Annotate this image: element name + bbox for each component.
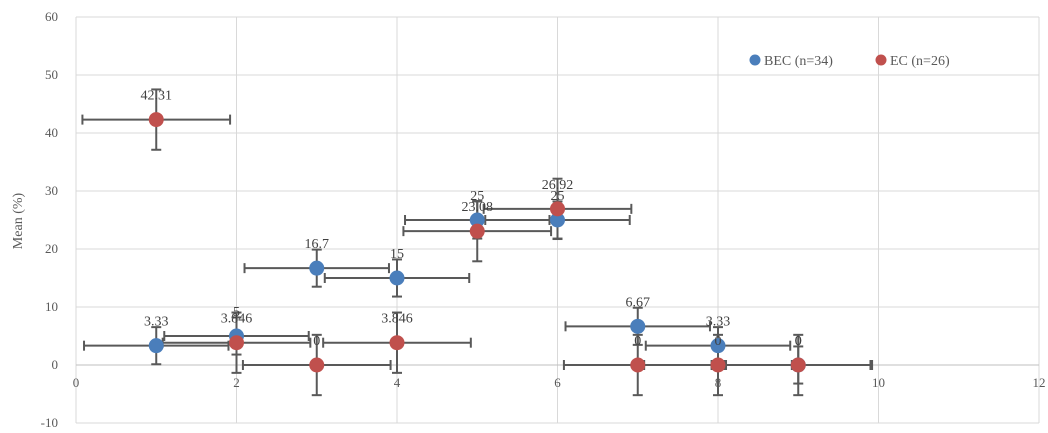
data-label: 25 xyxy=(551,189,565,204)
data-point xyxy=(550,201,565,217)
data-point xyxy=(309,260,325,276)
y-tick-label: 50 xyxy=(45,67,58,82)
y-tick-label: 0 xyxy=(52,357,59,372)
legend: BEC (n=34) EC (n=26) xyxy=(749,54,950,69)
legend-marker xyxy=(875,54,887,66)
data-label: 0 xyxy=(634,334,641,349)
data-label: 26.92 xyxy=(542,178,574,193)
data-label: 3.846 xyxy=(381,312,413,327)
data-label: 0 xyxy=(795,334,802,349)
data-label: 3.33 xyxy=(706,315,731,330)
data-point xyxy=(790,357,806,373)
data-label: 0 xyxy=(715,334,722,349)
data-label: 3.846 xyxy=(221,312,253,327)
y-axis-title: Mean (%) xyxy=(11,192,26,249)
y-tick-label: 20 xyxy=(45,241,58,256)
y-tick-label: 60 xyxy=(45,9,58,24)
x-tick-label: 4 xyxy=(394,375,401,390)
y-axis-tick-labels: -10 0 10 20 30 40 50 60 xyxy=(41,9,58,430)
x-tick-label: 6 xyxy=(554,375,561,390)
data-point xyxy=(148,112,164,128)
data-point xyxy=(630,318,646,334)
x-axis-tick-labels: 024681012 xyxy=(73,375,1046,390)
data-point xyxy=(309,357,325,373)
x-tick-label: 2 xyxy=(233,375,240,390)
data-point xyxy=(229,335,244,351)
data-label: 42.31 xyxy=(141,89,173,104)
data-point xyxy=(389,270,405,286)
x-tick-label: 12 xyxy=(1033,375,1046,390)
x-tick-label: 0 xyxy=(73,375,80,390)
data-label: 16.7 xyxy=(305,237,330,252)
data-labels: 3.33 5 16.7 15 25 25 6.67 3.33 0 42.31 3.846 0 3.846… xyxy=(141,89,802,349)
x-tick-label: 10 xyxy=(872,375,885,390)
data-points xyxy=(148,112,806,373)
data-label: 0 xyxy=(795,334,802,349)
data-label: 0 xyxy=(313,334,320,349)
data-point xyxy=(148,338,164,354)
data-label: 23.08 xyxy=(462,200,494,215)
y-tick-label: 30 xyxy=(45,183,58,198)
data-label: 15 xyxy=(390,247,404,262)
data-point xyxy=(469,223,485,239)
error-bars xyxy=(81,88,874,397)
y-tick-label: 40 xyxy=(45,125,58,140)
legend-marker xyxy=(749,54,761,66)
legend-label: EC (n=26) xyxy=(890,54,950,69)
data-label: 5 xyxy=(233,305,240,320)
data-label: 6.67 xyxy=(626,295,651,310)
data-label: 25 xyxy=(470,189,484,204)
y-tick-label: -10 xyxy=(41,415,58,430)
data-point xyxy=(389,335,405,351)
data-point xyxy=(710,357,726,373)
data-label: 3.33 xyxy=(144,315,169,330)
y-tick-label: 10 xyxy=(45,299,58,314)
data-point xyxy=(550,212,565,228)
data-point xyxy=(630,357,646,373)
data-point xyxy=(710,338,726,354)
legend-label: BEC (n=34) xyxy=(764,54,833,69)
data-point xyxy=(469,212,485,228)
